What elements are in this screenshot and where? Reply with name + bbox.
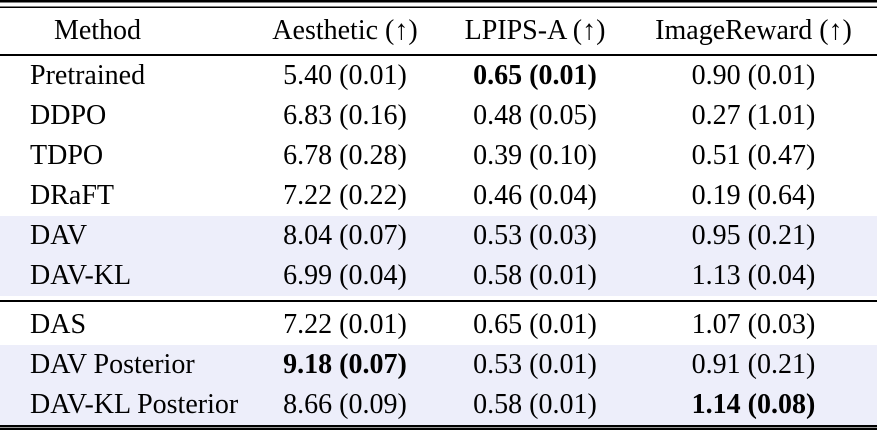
cell-imagereward: 0.90 (0.01) xyxy=(691,60,816,91)
table-row: DAS 7.22 (0.01) 0.65 (0.01) 1.07 (0.03) xyxy=(0,305,877,345)
cell-lpips: 0.46 (0.04) xyxy=(473,180,597,211)
table-row: TDPO 6.78 (0.28) 0.39 (0.10) 0.51 (0.47) xyxy=(0,136,877,176)
cell-aesthetic: 6.78 (0.28) xyxy=(283,140,407,171)
cell-method: DAV-KL xyxy=(30,260,132,291)
cell-imagereward: 0.95 (0.21) xyxy=(691,220,816,251)
cell-imagereward: 0.51 (0.47) xyxy=(691,140,816,171)
cell-imagereward: 1.14 (0.08) xyxy=(691,389,816,420)
table-row: DDPO 6.83 (0.16) 0.48 (0.05) 0.27 (1.01) xyxy=(0,96,877,136)
table-row: Pretrained 5.40 (0.01) 0.65 (0.01) 0.90 … xyxy=(0,56,877,96)
table-mid-rule xyxy=(0,296,877,305)
col-header-lpips: LPIPS-A (↑) xyxy=(464,15,606,46)
cell-lpips: 0.65 (0.01) xyxy=(473,60,597,91)
cell-imagereward: 1.13 (0.04) xyxy=(691,260,816,291)
table-bottom-rule xyxy=(0,425,877,430)
cell-lpips: 0.58 (0.01) xyxy=(473,260,597,291)
table-row: DAV-KL 6.99 (0.04) 0.58 (0.01) 1.13 (0.0… xyxy=(0,256,877,296)
cell-aesthetic: 7.22 (0.01) xyxy=(283,309,407,340)
cell-method: DDPO xyxy=(30,100,107,131)
cell-aesthetic: 6.99 (0.04) xyxy=(283,260,407,291)
cell-aesthetic: 8.04 (0.07) xyxy=(283,220,407,251)
cell-imagereward: 0.19 (0.64) xyxy=(691,180,816,211)
cell-imagereward: 0.91 (0.21) xyxy=(691,349,816,380)
col-header-method: Method xyxy=(53,15,142,46)
cell-aesthetic: 7.22 (0.22) xyxy=(283,180,407,211)
cell-lpips: 0.39 (0.10) xyxy=(473,140,597,171)
cell-aesthetic: 6.83 (0.16) xyxy=(283,100,407,131)
cell-method: DAV-KL Posterior xyxy=(30,389,239,420)
table-row: DAV Posterior 9.18 (0.07) 0.53 (0.01) 0.… xyxy=(0,345,877,385)
cell-method: DAV xyxy=(30,220,88,251)
col-header-aesthetic: Aesthetic (↑) xyxy=(272,15,418,46)
cell-method: DAV Posterior xyxy=(30,349,195,380)
cell-method: DAS xyxy=(30,309,87,340)
cell-method: TDPO xyxy=(30,140,104,171)
table-row: DAV-KL Posterior 8.66 (0.09) 0.58 (0.01)… xyxy=(0,385,877,425)
cell-imagereward: 0.27 (1.01) xyxy=(691,100,816,131)
cell-lpips: 0.48 (0.05) xyxy=(473,100,597,131)
cell-method: Pretrained xyxy=(30,60,146,91)
table-row: DAV 8.04 (0.07) 0.53 (0.03) 0.95 (0.21) xyxy=(0,216,877,256)
cell-lpips: 0.65 (0.01) xyxy=(473,309,597,340)
cell-aesthetic: 8.66 (0.09) xyxy=(283,389,407,420)
cell-lpips: 0.53 (0.03) xyxy=(473,220,597,251)
table-top-rule xyxy=(0,0,877,8)
cell-lpips: 0.53 (0.01) xyxy=(473,349,597,380)
table-row: DRaFT 7.22 (0.22) 0.46 (0.04) 0.19 (0.64… xyxy=(0,176,877,216)
cell-method: DRaFT xyxy=(30,180,114,211)
cell-lpips: 0.58 (0.01) xyxy=(473,389,597,420)
col-header-imagereward: ImageReward (↑) xyxy=(655,15,852,46)
cell-aesthetic: 5.40 (0.01) xyxy=(283,60,407,91)
cell-aesthetic: 9.18 (0.07) xyxy=(283,349,407,380)
table-header-row: Method Aesthetic (↑) LPIPS-A (↑) ImageRe… xyxy=(0,8,877,56)
cell-imagereward: 1.07 (0.03) xyxy=(691,309,816,340)
